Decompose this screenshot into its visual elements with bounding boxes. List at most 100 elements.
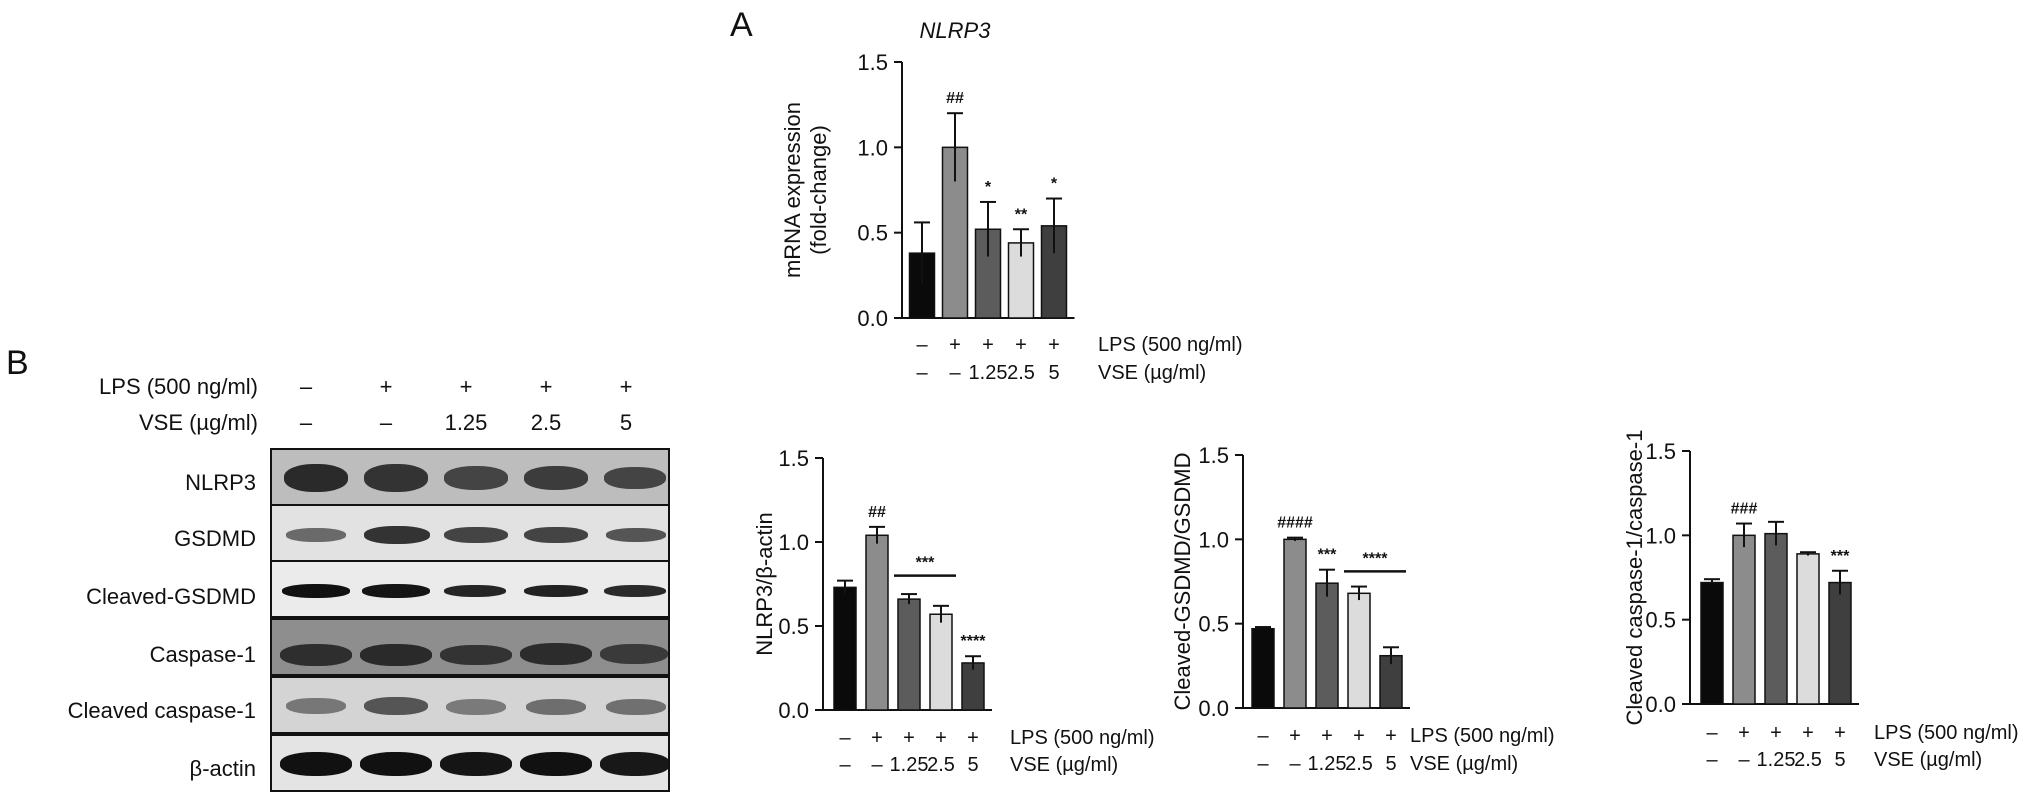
blot-strip-beta-actin [270,734,670,792]
blot-band [604,585,666,597]
condition-vse-label: VSE (µg/ml) [1410,753,1518,775]
blot-band [606,699,666,715]
blot-band [444,585,506,597]
condition-vse-value: 5 [1048,362,1059,384]
condition-vse-value: – [839,754,851,776]
condition-lps-value: + [903,727,915,749]
panel-label-b: B [6,344,29,382]
blot-vse-value: – [299,410,313,435]
condition-lps-value: + [1321,725,1333,747]
condition-vse-value: – [871,754,883,776]
condition-lps-value: + [871,727,883,749]
significance-label: *** [1831,548,1850,565]
blot-strip-cleaved-caspase-1 [270,676,670,734]
condition-lps-value: + [1770,722,1782,744]
condition-vse-value: 2.5 [1345,753,1373,775]
bar [1732,534,1756,705]
panel-label-a: A [730,6,753,44]
significance-label: ## [946,90,964,107]
blot-row-label: Caspase-1 [149,642,256,667]
blot-lps-label: LPS (500 ng/ml) [99,374,258,399]
y-tick-label: 1.5 [778,446,809,471]
blot-row-label: β-actin [189,756,256,781]
condition-lps-label: LPS (500 ng/ml) [1410,725,1555,747]
significance-label: ## [868,504,886,521]
significance-label: **** [961,633,987,650]
blot-row-label: GSDMD [174,526,256,551]
blot-band [286,698,346,714]
y-tick-label: 1.5 [1645,439,1676,464]
y-tick-label: 0.5 [1645,608,1676,633]
y-tick-label: 0.0 [778,698,809,723]
y-tick-label: 0.5 [1198,612,1229,637]
blot-lps-value: + [379,374,393,399]
y-axis-label: NLRP3/β-actin [752,512,777,655]
bracket-significance-label: *** [916,555,935,572]
condition-lps-value: + [967,727,979,749]
condition-vse-label: VSE (µg/ml) [1098,362,1206,384]
blot-band [446,699,506,715]
condition-lps-value: + [1738,722,1750,744]
blot-band [286,528,346,542]
condition-vse-value: 1.25 [890,754,929,776]
blot-band [440,752,512,776]
condition-lps-value: + [1385,725,1397,747]
blot-lps-value: – [299,374,313,399]
blot-band [364,464,428,492]
significance-label: * [1051,176,1058,193]
condition-lps-value: + [935,727,947,749]
condition-vse-value: – [916,362,928,384]
bar [1700,581,1724,705]
condition-vse-label: VSE (µg/ml) [1874,749,1982,771]
condition-vse-value: 5 [1385,753,1396,775]
blot-lps-value: + [459,374,473,399]
bar [1828,581,1852,705]
blot-vse-value: 2.5 [530,410,562,435]
condition-lps-value: + [949,334,961,356]
blot-lps-value: + [619,374,633,399]
y-axis-label: Cleaved caspase-1/caspase-1 [1622,430,1647,726]
blot-band [364,526,430,544]
condition-lps-label: LPS (500 ng/ml) [1010,727,1155,749]
blot-band [280,752,352,776]
blot-band [444,466,508,490]
y-tick-label: 0.5 [778,614,809,639]
y-axis-label: Cleaved-GSDMD/GSDMD [1170,453,1195,711]
blot-band [606,528,666,542]
condition-lps-value: – [1257,725,1269,747]
condition-vse-value: 2.5 [927,754,955,776]
significance-label: * [985,179,992,196]
significance-label: #### [1277,515,1313,532]
condition-vse-value: 2.5 [1794,749,1822,771]
y-tick-label: 1.5 [1198,443,1229,468]
condition-vse-value: – [1706,749,1718,771]
blot-vse-value: 1.25 [444,410,488,435]
blot-band [524,466,588,490]
blot-strip-caspase-1 [270,618,670,676]
blot-band [526,699,586,715]
condition-lps-label: LPS (500 ng/ml) [1874,722,2019,744]
condition-vse-value: 5 [967,754,978,776]
y-tick-label: 1.0 [1645,523,1676,548]
blot-band [282,584,350,598]
condition-lps-value: – [1706,722,1718,744]
y-tick-label: 1.0 [857,135,888,160]
chart-title: NLRP3 [920,18,992,43]
condition-lps-value: + [1015,334,1027,356]
blot-band [520,643,592,665]
condition-lps-value: – [916,334,928,356]
condition-vse-value: 1.25 [1757,749,1796,771]
condition-vse-value: – [949,362,961,384]
blot-vse-label: VSE (µg/ml) [138,410,258,435]
blot-band [280,644,352,666]
significance-label: ### [1731,501,1758,518]
blot-vse-value: 5 [619,410,633,435]
y-tick-label: 0.0 [1198,696,1229,721]
blot-lps-value: + [539,374,553,399]
condition-lps-value: – [839,727,851,749]
blot-band [364,697,428,715]
blot-band [440,645,512,665]
